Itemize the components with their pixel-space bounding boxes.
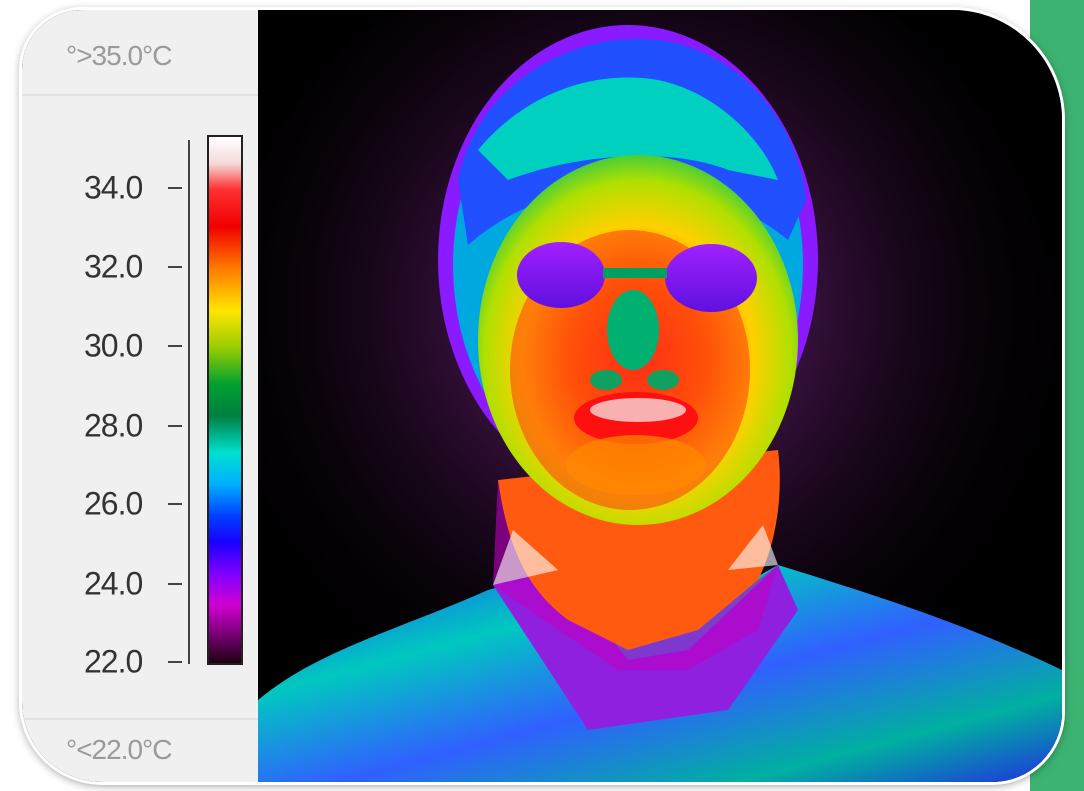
divider: [22, 718, 258, 720]
min-temperature-label: °<22.0°C: [66, 734, 172, 765]
divider: [22, 94, 258, 96]
tick-mark: [168, 187, 182, 189]
tick-label: 26.0: [84, 485, 143, 522]
tick-mark: [168, 345, 182, 347]
tick-mark: [168, 503, 182, 505]
tick-label: 32.0: [84, 248, 143, 285]
tick-label: 28.0: [84, 407, 143, 444]
color-scale-bar: [207, 135, 243, 665]
temperature-scale-panel: °>35.0°C °<22.0°C 34.0 32.0 30.0 28.0 26…: [22, 10, 258, 782]
tick-mark: [168, 425, 182, 427]
thermal-image-frame: °>35.0°C °<22.0°C 34.0 32.0 30.0 28.0 26…: [22, 10, 1062, 782]
tick-mark: [168, 583, 182, 585]
axis-line: [188, 140, 190, 664]
tick-label: 34.0: [84, 169, 143, 206]
tick-label: 22.0: [84, 643, 143, 680]
tick-label: 24.0: [84, 565, 143, 602]
temperature-axis: 34.0 32.0 30.0 28.0 26.0 24.0 22.0: [22, 10, 258, 782]
thermal-portrait: [258, 10, 1062, 782]
max-temperature-label: °>35.0°C: [66, 40, 172, 71]
tick-mark: [168, 266, 182, 268]
tick-mark: [168, 661, 182, 663]
tick-label: 30.0: [84, 327, 143, 364]
